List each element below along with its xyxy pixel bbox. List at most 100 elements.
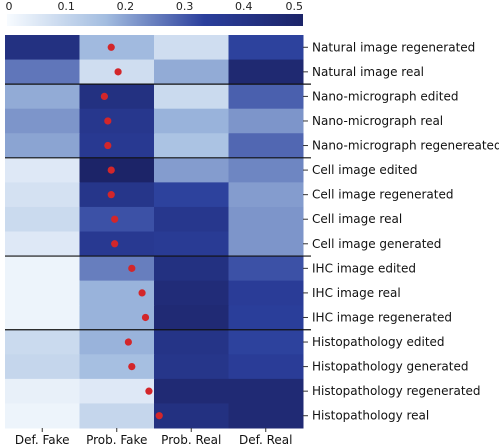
- heatmap-cell: [154, 378, 229, 404]
- heatmap-cell: [79, 108, 155, 134]
- column-label: Def. Fake: [15, 433, 70, 445]
- heatmap-cells: [5, 35, 304, 429]
- row-label: Natural image regenerated: [312, 40, 475, 54]
- heatmap-cell: [154, 305, 229, 331]
- heatmap-cell: [154, 206, 229, 232]
- colorbar-tick-label: 0.1: [57, 0, 75, 13]
- row-label: Histopathology regenerated: [312, 384, 481, 398]
- estimate-dot: [114, 68, 122, 76]
- heatmap-cell: [154, 108, 229, 134]
- heatmap-cell: [154, 35, 229, 61]
- heatmap-cell: [154, 157, 229, 183]
- heatmap-cell: [5, 256, 80, 282]
- heatmap-cell: [228, 182, 304, 208]
- row-label: Cell image regenerated: [312, 188, 453, 202]
- group-separators: [5, 83, 311, 331]
- row-label: Nano-micrograph regenereated: [312, 139, 499, 153]
- estimate-dot: [141, 313, 150, 322]
- estimate-dot: [155, 412, 163, 420]
- heatmap-cell: [154, 403, 229, 429]
- colorbar-tick-label: 0.4: [235, 0, 253, 13]
- row-label: Histopathology real: [312, 409, 429, 423]
- heatmap-cell: [228, 329, 304, 355]
- heatmap-cell: [228, 403, 304, 429]
- heatmap-cell: [5, 108, 80, 134]
- heatmap-cell: [228, 157, 304, 183]
- estimate-dot: [107, 191, 115, 199]
- heatmap-cell: [5, 133, 80, 159]
- estimate-dot: [104, 141, 112, 150]
- heatmap-cell: [79, 354, 155, 380]
- estimate-dot: [128, 264, 136, 272]
- heatmap-cell: [154, 354, 229, 380]
- column-label: Def. Real: [239, 433, 292, 445]
- heatmap-cell: [79, 403, 155, 429]
- heatmap-cell: [5, 403, 80, 429]
- heatmap-cell: [5, 378, 80, 404]
- heatmap-cell: [154, 280, 229, 306]
- heatmap-cell: [5, 157, 80, 183]
- row-label: Natural image real: [312, 65, 424, 79]
- estimate-dot: [107, 166, 115, 174]
- estimate-dot: [128, 362, 136, 371]
- estimate-dot: [111, 240, 119, 248]
- row-label: Histopathology edited: [312, 335, 445, 349]
- row-label: Cell image edited: [312, 163, 417, 177]
- heatmap-cell: [79, 157, 155, 183]
- heatmap-cell: [228, 133, 304, 159]
- heatmap-cell: [228, 354, 304, 380]
- estimate-dot: [100, 92, 108, 101]
- estimate-dot: [145, 387, 153, 395]
- heatmap-cell: [5, 354, 80, 380]
- colorbar: 0 0.1 0.2 0.3 0.4 0.5: [6, 0, 304, 26]
- row-label: Nano-micrograph real: [312, 114, 443, 128]
- row-label: IHC image edited: [312, 261, 416, 275]
- estimate-dot: [107, 43, 115, 51]
- colorbar-tick-label: 0.3: [176, 0, 194, 13]
- heatmap-cell: [228, 231, 304, 257]
- heatmap-cell: [79, 329, 155, 355]
- estimate-dot: [124, 338, 132, 346]
- heatmap-cell: [79, 256, 155, 282]
- heatmap-cell: [5, 206, 80, 232]
- colorbar-tick-label: 0.2: [117, 0, 135, 13]
- heatmap-cell: [228, 59, 304, 85]
- row-label: Nano-micrograph edited: [312, 89, 458, 103]
- heatmap-cell: [79, 133, 155, 159]
- estimate-dot: [111, 215, 119, 223]
- row-label: Cell image real: [312, 212, 402, 226]
- heatmap-cell: [79, 35, 155, 61]
- heatmap-cell: [5, 59, 80, 85]
- column-labels: Def. Fake Prob. Fake Prob. Real Def. Real: [15, 428, 292, 445]
- heatmap-cell: [79, 84, 155, 110]
- heatmap-cell: [154, 256, 229, 282]
- heatmap-cell: [228, 206, 304, 232]
- colorbar-gradient: [7, 14, 303, 26]
- heatmap-cell: [228, 84, 304, 110]
- heatmap-cell: [79, 182, 155, 208]
- heatmap-cell: [5, 280, 80, 306]
- estimate-dot: [104, 117, 112, 125]
- heatmap-cell: [5, 182, 80, 208]
- heatmap-cell: [5, 84, 80, 110]
- estimate-dot: [138, 289, 146, 297]
- heatmap-cell: [154, 84, 229, 110]
- heatmap-cell: [5, 305, 80, 331]
- row-label: IHC image regenerated: [312, 310, 452, 324]
- column-label: Prob. Real: [161, 433, 221, 445]
- heatmap-cell: [228, 256, 304, 282]
- row-label: IHC image real: [312, 286, 401, 300]
- heatmap-cell: [154, 59, 229, 85]
- heatmap-cell: [5, 329, 80, 355]
- colorbar-tick-label: 0.5: [286, 0, 304, 13]
- row-label: Cell image generated: [312, 237, 441, 251]
- heatmap-cell: [5, 231, 80, 257]
- estimate-dots: [100, 43, 163, 420]
- row-labels: Natural image regenerated Natural image r…: [303, 40, 499, 423]
- heatmap-cell: [228, 378, 304, 404]
- heatmap-cell: [5, 35, 80, 61]
- heatmap-cell: [228, 280, 304, 306]
- colorbar-tick-label: 0: [6, 0, 13, 13]
- heatmap-cell: [79, 378, 155, 404]
